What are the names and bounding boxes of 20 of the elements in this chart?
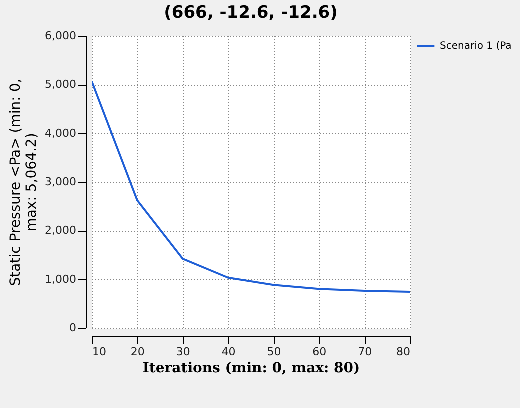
x-tick-label: 70 [358, 346, 372, 358]
y-tick-label: 4,000 [45, 126, 76, 140]
y-tick-label: 0 [70, 322, 76, 334]
x-tick-label: 10 [92, 346, 106, 358]
y-axis-title: Static Pressure <Pa> (min: 0, max: 5,064.2) [8, 78, 40, 286]
x-tick-label: 50 [267, 346, 282, 358]
x-tick-label: 60 [312, 346, 327, 358]
y-tick-label: 1,000 [45, 272, 76, 286]
y-tick-label: 2,000 [45, 224, 76, 238]
x-tick-label: 80 [396, 346, 410, 358]
y-tick-label: 6,000 [45, 30, 76, 42]
x-axis-title: Iterations (min: 0, max: 80) [142, 360, 360, 376]
y-tick-label: 3,000 [45, 176, 76, 188]
x-tick-label: 20 [130, 346, 145, 358]
y-tick-label: 5,000 [45, 78, 76, 92]
x-tick-label: 40 [222, 346, 236, 358]
legend-label: Scenario 1 (Pa [440, 41, 512, 52]
chart-title: (666, -12.6, -12.6) [164, 3, 338, 23]
line-series [92, 80, 410, 293]
x-tick-label: 30 [176, 346, 190, 358]
